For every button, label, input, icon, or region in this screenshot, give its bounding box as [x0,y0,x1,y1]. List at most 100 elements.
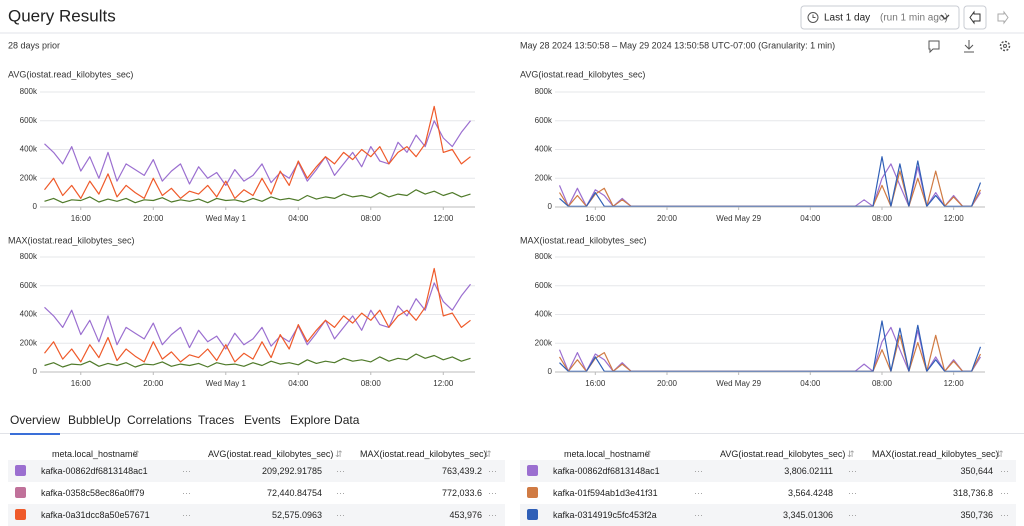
series-line [558,334,982,372]
tab[interactable]: Overview [10,413,61,435]
row-menu[interactable]: ··· [182,488,191,498]
tab-bar: Overview BubbleUp Correlations Traces Events… [0,407,1024,435]
color-swatch [527,509,538,520]
row-menu[interactable]: ··· [1000,510,1009,520]
avg-value: 52,575.0963 [271,510,322,520]
sort-icon[interactable]: ⇵ [847,449,855,459]
download-icon[interactable] [964,40,974,53]
back-button[interactable] [963,5,987,30]
row-menu[interactable]: ··· [336,488,345,498]
dropdown-chevron[interactable] [940,14,950,20]
row-menu[interactable]: ··· [848,466,857,476]
chart-title: MAX(iostat.read_kilobytes_sec) [8,235,135,245]
row-menu[interactable]: ··· [1000,488,1009,498]
row-menu[interactable]: ··· [848,488,857,498]
x-tick-label: 04:00 [288,214,309,223]
tab[interactable]: Explore Data [290,413,360,427]
x-tick-label: 16:00 [71,214,92,223]
x-tick-label: 20:00 [657,214,678,223]
x-tick-label: 20:00 [143,214,164,223]
row-menu[interactable]: ··· [336,466,345,476]
x-tick-label: 20:00 [657,379,678,388]
y-tick-label: 0 [33,367,38,376]
column-header[interactable]: MAX(iostat.read_kilobytes_sec) [360,449,487,459]
x-tick-label: 04:00 [800,214,821,223]
avg-value: 72,440.84754 [266,488,322,498]
forward-icon[interactable] [997,10,1009,25]
column-header[interactable]: AVG(iostat.read_kilobytes_sec) [208,449,334,459]
x-tick-label: Wed May 29 [716,379,761,388]
series-line [44,105,471,199]
avg-value: 3,564.4248 [787,488,833,498]
color-swatch [15,509,26,520]
y-tick-label: 200k [535,173,553,182]
y-tick-label: 600k [20,281,38,290]
color-swatch [527,487,538,498]
max-value: 453,976 [449,510,482,520]
row-menu[interactable]: ··· [1000,466,1009,476]
chart-title: AVG(iostat.read_kilobytes_sec) [8,69,133,79]
row-menu[interactable]: ··· [488,488,497,498]
row-menu[interactable]: ··· [488,466,497,476]
y-tick-label: 200k [20,338,38,347]
sort-icon[interactable]: ⇵ [335,449,343,459]
y-tick-label: 400k [20,145,38,154]
tab[interactable]: Correlations [127,413,192,427]
sort-icon[interactable]: ⇵ [484,449,492,459]
sort-icon[interactable]: ⇵ [132,449,140,459]
hostname: kafka-01f594ab1d3e41f31 [553,488,658,498]
sort-icon[interactable]: ⇵ [644,449,652,459]
column-header[interactable]: meta.local_hostname [52,449,138,459]
results-table: meta.local_hostname AVG(iostat.read_kilob… [8,443,505,526]
y-tick-label: 800k [20,252,38,261]
row-menu[interactable]: ··· [488,510,497,520]
charts-area: Query Results Last 1 day (run 1 min ago)… [0,5,1024,388]
x-tick-label: 16:00 [71,379,92,388]
y-tick-label: 600k [535,116,553,125]
row-menu[interactable]: ··· [694,466,703,476]
hostname: kafka-0358c58ec86a0ff79 [41,488,145,498]
row-menu[interactable]: ··· [336,510,345,520]
sort-icon[interactable]: ⇵ [996,449,1004,459]
series-line [559,320,982,372]
hostname: kafka-00862df6813148ac1 [41,466,148,476]
y-tick-label: 400k [535,310,553,319]
hostname: kafka-0314919c5fc453f2a [553,510,657,520]
tab[interactable]: Traces [198,413,235,427]
x-tick-label: 16:00 [585,379,606,388]
row-menu[interactable]: ··· [182,466,191,476]
time-range[interactable]: Last 1 day [824,13,870,24]
time-picker[interactable] [800,5,960,30]
column-header[interactable]: AVG(iostat.read_kilobytes_sec) [720,449,846,459]
y-tick-label: 200k [20,173,38,182]
column-header[interactable]: meta.local_hostname [564,449,650,459]
page-title: Query Results [8,6,116,25]
clock-icon [807,12,819,23]
table-row: kafka-0a31dcc8a50e57671 52,575.0963 453,97… [8,504,505,526]
row-menu[interactable]: ··· [694,488,703,498]
comment-icon[interactable] [928,40,940,54]
y-tick-label: 800k [535,252,553,261]
table-row: kafka-00862df6813148ac1 209,292.91785 763,… [8,460,505,482]
y-tick-label: 800k [20,87,38,96]
column-header[interactable]: MAX(iostat.read_kilobytes_sec) [872,449,999,459]
row-menu[interactable]: ··· [848,510,857,520]
series-line [44,189,471,204]
settings-icon[interactable] [999,40,1011,52]
settings-icon-center [1003,44,1007,48]
hostname: kafka-0a31dcc8a50e57671 [41,510,150,520]
y-tick-label: 200k [535,338,553,347]
series-line [44,267,471,363]
range-text: May 28 2024 13:50:58 – May 29 2024 13:50… [520,40,835,50]
row-menu[interactable]: ··· [182,510,191,520]
row-menu[interactable]: ··· [694,510,703,520]
color-swatch [527,465,538,476]
x-tick-label: 08:00 [361,379,382,388]
x-tick-label: 08:00 [872,379,893,388]
series-line [558,170,982,207]
tab[interactable]: Events [244,413,281,427]
series-line [44,282,471,350]
tab[interactable]: BubbleUp [68,413,121,427]
y-tick-label: 0 [33,202,38,211]
